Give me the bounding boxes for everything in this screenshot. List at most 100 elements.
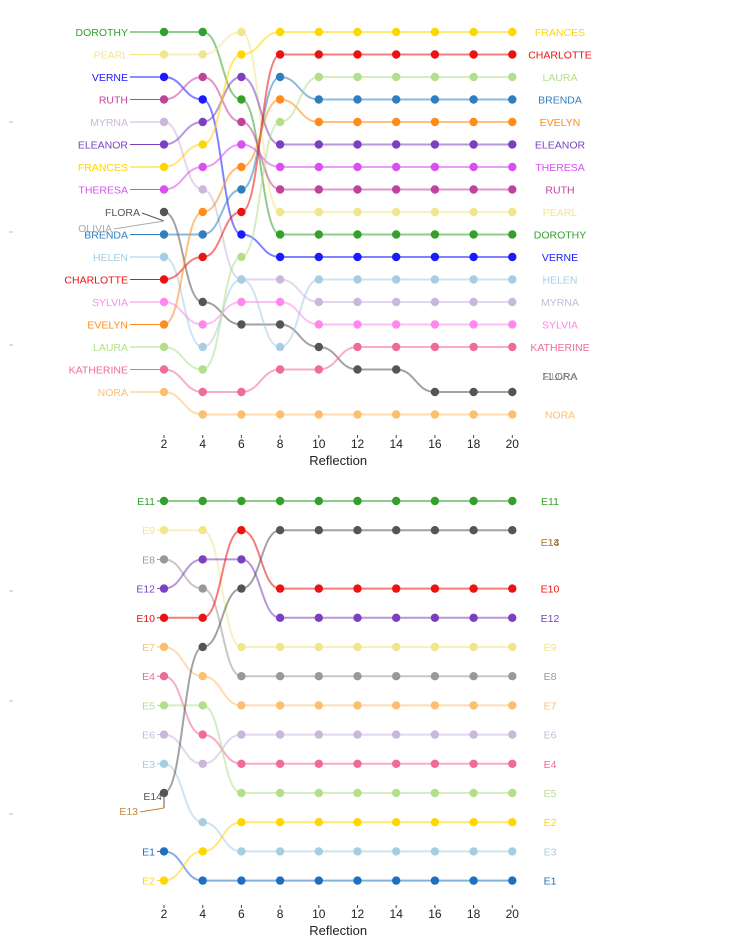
point-laura-8 (275, 117, 285, 127)
right-label-charlotte: CHARLOTTE (528, 50, 592, 62)
point-sylvia-6 (237, 297, 246, 307)
point-theresa-8 (275, 162, 285, 172)
left-label-nora: NORA (98, 387, 128, 399)
point-charlotte-20 (508, 50, 517, 59)
point-laura-4 (198, 365, 207, 374)
point-e6-8 (275, 730, 285, 739)
point-dorothy-6 (237, 95, 246, 104)
point-dorothy-18 (469, 230, 478, 239)
point-dorothy-20 (508, 230, 517, 239)
left-label-ruth: RUTH (99, 95, 128, 107)
point-e5-14 (392, 788, 401, 798)
leader-olivia (113, 220, 165, 230)
point-e3-4 (198, 818, 207, 827)
right-label-theresa: THERESA (535, 162, 585, 174)
point-ruth-12 (353, 185, 362, 194)
x-tick-label: 12 (351, 437, 365, 451)
right-label-e3: E3 (544, 846, 557, 858)
x-tick-label: 6 (238, 907, 245, 921)
left-label-sylvia: SYLVIA (92, 297, 128, 309)
point-e10-6 (237, 526, 246, 535)
point-katherine-6 (237, 387, 246, 397)
point-ruth-16 (430, 185, 440, 194)
point-e10-14 (392, 584, 401, 593)
right-label-e14: E14 (541, 537, 560, 549)
point-brenda-20 (508, 95, 517, 104)
point-e2-8 (275, 818, 285, 827)
point-katherine-10 (314, 365, 323, 374)
point-brenda-6 (237, 185, 246, 194)
left-label-katherine: KATHERINE (69, 365, 128, 377)
right-label-e4: E4 (544, 759, 557, 771)
point-e14-20 (508, 526, 517, 535)
point-e3-18 (469, 847, 478, 856)
point-verne-10 (314, 252, 323, 262)
x-tick-label: 16 (428, 907, 442, 921)
point-e7-4 (198, 672, 207, 681)
point-e14-18 (469, 526, 478, 535)
point-myrna-10 (314, 297, 323, 307)
bump-chart-names: DOROTHY PEARL VERNE RUTH MYRNA ELEANOR FRANCES… (9, 27, 592, 468)
point-e3-10 (314, 847, 323, 856)
point-laura-18 (469, 72, 478, 82)
point-e10-10 (314, 584, 323, 593)
point-dorothy-4 (198, 27, 207, 37)
point-e7-14 (392, 701, 401, 710)
series-line-flora (163, 211, 513, 393)
point-e14-8 (275, 526, 285, 535)
point-nora-8 (275, 410, 285, 419)
point-frances-10 (314, 27, 323, 37)
right-label-e9: E9 (544, 642, 557, 654)
right-label-e1: E1 (544, 876, 557, 888)
x-tick-label: 14 (390, 437, 404, 451)
point-e7-20 (508, 701, 517, 710)
right-label-frances: FRANCES (535, 27, 585, 39)
right-label-e13: E13 (541, 537, 560, 549)
point-brenda-8 (275, 72, 285, 82)
point-evelyn-12 (353, 117, 362, 127)
point-e5-10 (314, 788, 323, 798)
point-verne-16 (430, 252, 440, 262)
series-labels: E11E9E8E12E10E7E4E5E6E3E14E13E1E2E11E14E… (119, 496, 559, 888)
left-label-e13: E13 (119, 806, 138, 818)
point-helen-18 (469, 275, 478, 284)
point-helen-12 (353, 275, 362, 284)
point-e2-10 (314, 818, 323, 827)
point-e9-20 (508, 642, 517, 652)
point-ruth-14 (392, 185, 401, 194)
point-charlotte-16 (430, 50, 440, 59)
left-label-e5: E5 (142, 700, 155, 712)
x-tick-label: 2 (161, 907, 168, 921)
point-verne-14 (392, 252, 401, 262)
series-line-e1 (163, 850, 513, 882)
point-flora-16 (430, 387, 440, 397)
point-eleanor-4 (198, 117, 207, 127)
point-sylvia-14 (392, 320, 401, 329)
series-line-e2 (163, 821, 513, 882)
point-charlotte-6 (237, 207, 246, 217)
point-sylvia-16 (430, 320, 440, 329)
point-e1-10 (314, 876, 323, 885)
point-e6-16 (430, 730, 440, 739)
point-frances-8 (275, 27, 285, 37)
right-label-e7: E7 (544, 700, 557, 712)
point-flora-8 (275, 320, 285, 329)
point-e2-16 (430, 818, 440, 827)
x-tick-label: 14 (390, 907, 404, 921)
x-tick-label: 8 (277, 437, 284, 451)
point-e7-6 (237, 701, 246, 710)
point-e3-12 (353, 847, 362, 856)
point-flora-2 (159, 207, 169, 217)
point-helen-6 (237, 275, 246, 284)
left-label-e14: E14 (143, 791, 162, 803)
point-e14-14 (392, 526, 401, 535)
point-theresa-14 (392, 162, 401, 172)
right-label-katherine: KATHERINE (530, 342, 589, 354)
point-brenda-10 (314, 95, 323, 104)
point-katherine-16 (430, 342, 440, 352)
leader-e13 (139, 807, 165, 813)
series-line-theresa (163, 143, 513, 191)
right-label-e11: E11 (541, 496, 559, 508)
left-label-brenda: BRENDA (84, 230, 128, 242)
